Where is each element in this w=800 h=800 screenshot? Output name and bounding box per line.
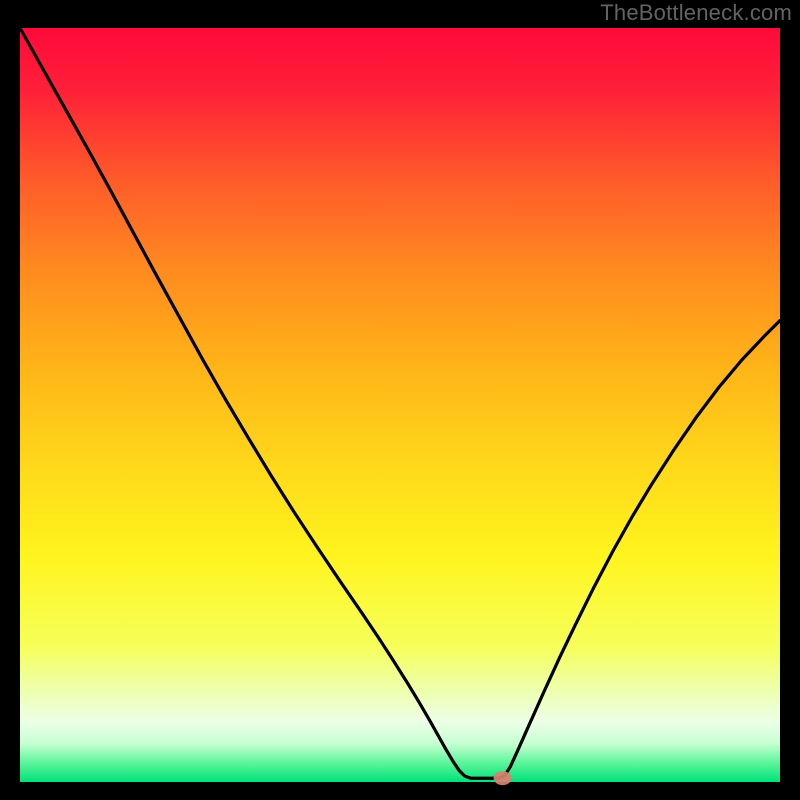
bottleneck-chart	[0, 0, 800, 800]
watermark-text: TheBottleneck.com	[600, 0, 792, 26]
chart-stage: TheBottleneck.com	[0, 0, 800, 800]
optimum-marker	[494, 771, 512, 785]
